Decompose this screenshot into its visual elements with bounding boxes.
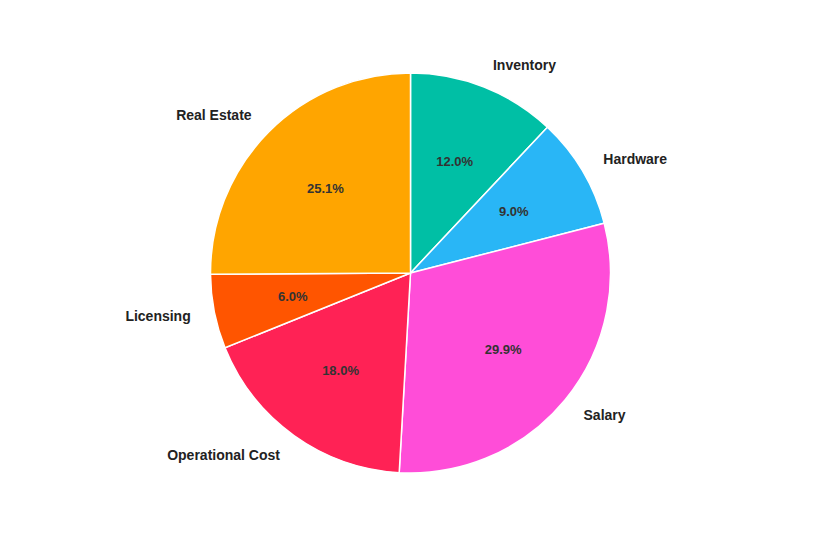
slices [211,73,611,473]
data-label: 9.0% [499,204,529,219]
pie-slice [211,73,411,274]
pie-slice [399,223,610,473]
category-label: Hardware [603,151,667,167]
pie-slice [211,273,411,348]
data-label: 29.9% [485,342,522,357]
data-label: 25.1% [307,181,344,196]
category-label: Salary [584,407,626,423]
chart-container: 12.0% Inventory 9.0% Hardware 29.9% Salary 18.… [0,0,821,546]
data-label: 12.0% [436,154,473,169]
chart-svg: 12.0% Inventory 9.0% Hardware 29.9% Salary 18.… [0,0,821,546]
category-label: Licensing [125,308,190,324]
data-label: 18.0% [322,363,359,378]
data-label: 6.0% [278,289,308,304]
category-label: Inventory [493,57,556,73]
category-label: Operational Cost [167,447,280,463]
labels: 12.0% Inventory 9.0% Hardware 29.9% Salary 18.… [125,57,667,463]
category-label: Real Estate [176,107,252,123]
